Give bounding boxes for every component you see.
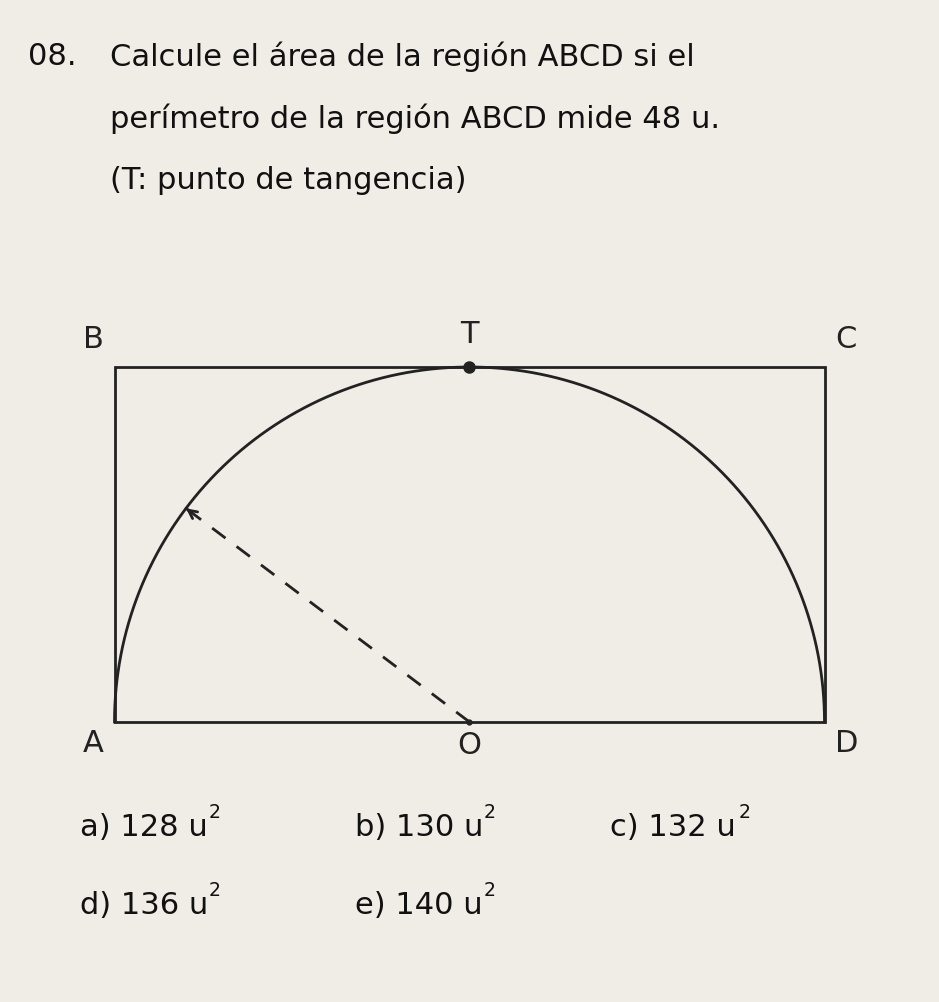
Text: D: D — [836, 728, 859, 758]
Text: b) 130 u: b) 130 u — [355, 813, 484, 842]
Text: perímetro de la región ABCD mide 48 u.: perímetro de la región ABCD mide 48 u. — [110, 104, 720, 134]
Text: d) 136 u: d) 136 u — [80, 891, 208, 920]
Text: c) 132 u: c) 132 u — [610, 813, 736, 842]
Text: O: O — [457, 730, 482, 760]
Text: A: A — [83, 728, 103, 758]
Text: 2: 2 — [209, 881, 221, 900]
Bar — [115, 367, 824, 722]
Text: 2: 2 — [209, 803, 221, 822]
Text: (T: punto de tangencia): (T: punto de tangencia) — [110, 166, 467, 195]
Text: Calcule el área de la región ABCD si el: Calcule el área de la región ABCD si el — [110, 42, 695, 72]
Text: 2: 2 — [739, 803, 751, 822]
Text: a) 128 u: a) 128 u — [80, 813, 208, 842]
Text: 08.: 08. — [28, 42, 76, 71]
Text: B: B — [83, 325, 103, 354]
Text: e) 140 u: e) 140 u — [355, 891, 483, 920]
Text: C: C — [836, 325, 857, 354]
Text: 2: 2 — [484, 803, 496, 822]
Text: 2: 2 — [484, 881, 496, 900]
Text: T: T — [460, 321, 479, 350]
